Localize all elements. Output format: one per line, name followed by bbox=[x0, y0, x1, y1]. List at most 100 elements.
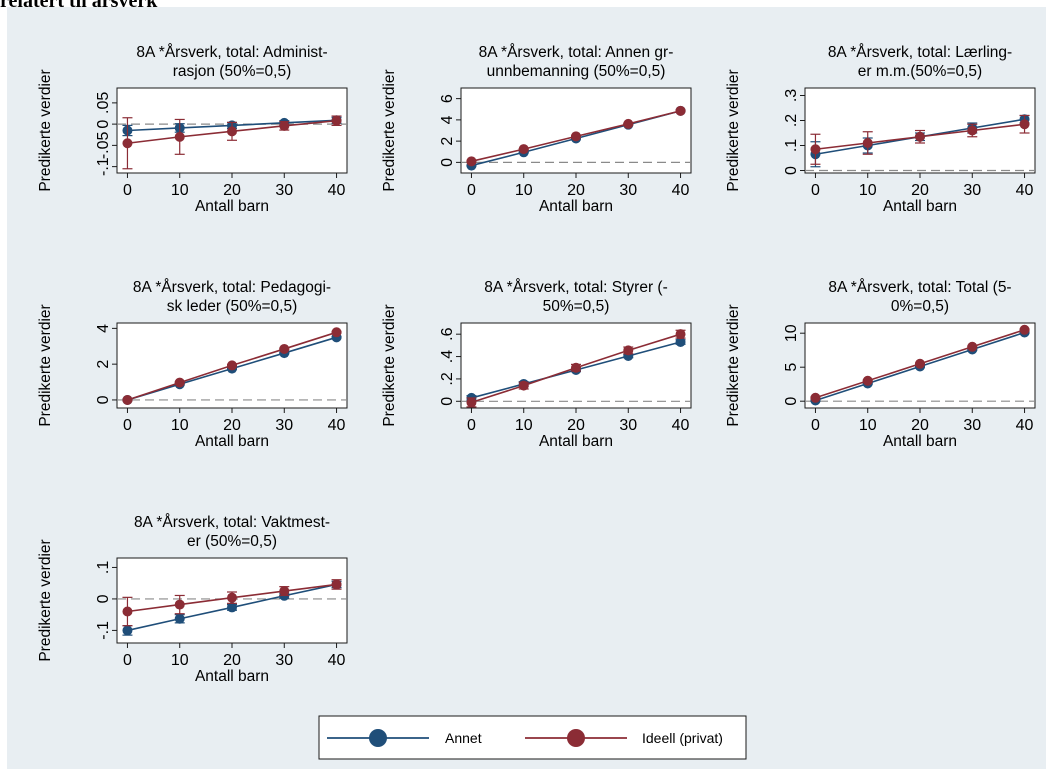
y-axis-title: Predikerte verdier bbox=[37, 69, 54, 191]
data-point bbox=[862, 138, 873, 148]
data-point bbox=[518, 380, 529, 391]
data-point bbox=[227, 126, 237, 137]
x-tick-label: 10 bbox=[859, 417, 877, 434]
x-tick-label: 10 bbox=[171, 652, 189, 669]
chart-panel-7: 8A *Årsverk, total: Vaktmest-er (50%=0,5… bbox=[37, 514, 348, 685]
chart-title-line: 8A *Årsverk, total: Lærling- bbox=[828, 44, 1012, 61]
data-point bbox=[623, 345, 634, 356]
x-tick-label: 10 bbox=[515, 417, 533, 434]
y-axis-title: Predikerte verdier bbox=[725, 69, 742, 191]
data-point bbox=[279, 120, 290, 131]
x-tick-label: 0 bbox=[467, 182, 476, 199]
data-point bbox=[571, 362, 581, 373]
data-point bbox=[331, 115, 342, 126]
x-tick-label: 40 bbox=[672, 182, 690, 199]
x-tick-label: 20 bbox=[911, 417, 929, 434]
chart-panel-5: 8A *Årsverk, total: Styrer (- 50%=0,5) 0 .2… bbox=[381, 279, 692, 450]
data-point bbox=[279, 343, 290, 354]
y-tick-label: .1 bbox=[783, 139, 800, 152]
chart-panel-1: 8A *Årsverk, total: Administ-rasjon (50%… bbox=[37, 44, 348, 215]
y-tick-label: -.1 bbox=[95, 157, 112, 176]
y-tick-label: .1 bbox=[95, 561, 112, 574]
x-tick-label: 20 bbox=[223, 417, 241, 434]
x-tick-label: 10 bbox=[859, 182, 877, 199]
chart-panel-4: 8A *Årsverk, total: Pedagogi-sk leder (5… bbox=[37, 279, 348, 450]
x-tick-label: 30 bbox=[963, 182, 981, 199]
data-point bbox=[967, 341, 978, 352]
series-ideell-privat bbox=[122, 579, 342, 627]
chart-title-line: 8A *Årsverk, total: Annen gr- bbox=[479, 44, 674, 61]
data-point bbox=[518, 144, 529, 155]
x-tick-label: 30 bbox=[619, 417, 637, 434]
series-ideell-privat bbox=[466, 329, 686, 408]
chart-title-line: 8A *Årsverk, total: Total (5- bbox=[828, 279, 1011, 296]
x-tick-label: 20 bbox=[911, 182, 929, 199]
figure-canvas: 8A *Årsverk, total: Administ-rasjon (50%… bbox=[7, 7, 1046, 769]
x-tick-label: 20 bbox=[223, 652, 241, 669]
data-point bbox=[862, 375, 873, 386]
x-axis-title: Antall barn bbox=[883, 433, 957, 450]
y-tick-label: 2 bbox=[439, 137, 456, 146]
data-point bbox=[466, 156, 477, 167]
data-point bbox=[675, 329, 686, 340]
x-tick-label: 0 bbox=[123, 182, 132, 199]
chart-panel-3: 8A *Årsverk, total: Lærling-er m.m.(50%=… bbox=[725, 44, 1036, 215]
data-point bbox=[122, 625, 133, 636]
y-tick-label: 4 bbox=[439, 115, 456, 124]
x-axis-title: Antall barn bbox=[883, 198, 957, 215]
x-tick-label: 40 bbox=[328, 182, 346, 199]
y-tick-label: 0 bbox=[783, 166, 800, 175]
x-tick-label: 10 bbox=[171, 417, 189, 434]
data-point bbox=[675, 105, 686, 116]
y-tick-label: 0 bbox=[439, 158, 456, 167]
y-axis-title: Predikerte verdier bbox=[725, 304, 742, 426]
data-point bbox=[227, 360, 237, 371]
y-tick-label: 10 bbox=[783, 324, 800, 342]
chart-title-line: 8A *Årsverk, total: Pedagogi- bbox=[133, 279, 331, 296]
data-point bbox=[331, 327, 342, 338]
y-tick-label: .2 bbox=[439, 372, 456, 385]
chart-title-line: er m.m.(50%=0,5) bbox=[858, 63, 982, 80]
data-point bbox=[227, 592, 237, 603]
chart-title-line: 8A *Årsverk, total: Styrer (- bbox=[484, 279, 667, 296]
legend-label: Ideell (privat) bbox=[642, 730, 723, 746]
x-tick-label: 40 bbox=[1016, 417, 1034, 434]
x-tick-label: 30 bbox=[963, 417, 981, 434]
data-point bbox=[174, 131, 185, 142]
data-point bbox=[915, 131, 925, 142]
data-point bbox=[810, 144, 821, 155]
chart-panel-6: 8A *Årsverk, total: Total (5- 0%=0,5) 0 5 10… bbox=[725, 279, 1036, 450]
x-tick-label: 10 bbox=[515, 182, 533, 199]
data-point bbox=[279, 586, 290, 597]
data-point bbox=[571, 131, 581, 142]
x-tick-label: 30 bbox=[275, 417, 293, 434]
y-tick-label: 6 bbox=[439, 94, 456, 103]
series-ideell-privat bbox=[122, 115, 342, 170]
y-tick-label: 0 bbox=[439, 397, 456, 406]
x-tick-label: 20 bbox=[223, 182, 241, 199]
y-tick-label: 4 bbox=[95, 324, 112, 333]
y-tick-label: 2 bbox=[95, 360, 112, 369]
x-axis-title: Antall barn bbox=[195, 433, 269, 450]
chart-title-line: 50%=0,5) bbox=[543, 298, 610, 315]
data-point bbox=[174, 613, 185, 624]
x-tick-label: 0 bbox=[123, 417, 132, 434]
data-point bbox=[122, 606, 133, 617]
x-tick-label: 30 bbox=[619, 182, 637, 199]
y-axis-title: Predikerte verdier bbox=[381, 69, 398, 191]
x-tick-label: 30 bbox=[275, 652, 293, 669]
chart-grid: 8A *Årsverk, total: Administ-rasjon (50%… bbox=[37, 44, 1036, 760]
series-ideell-privat bbox=[810, 324, 1030, 403]
x-tick-label: 40 bbox=[1016, 182, 1034, 199]
x-tick-label: 0 bbox=[123, 652, 132, 669]
legend-label: Annet bbox=[445, 730, 482, 746]
data-point bbox=[122, 394, 133, 405]
chart-title-line: 8A *Årsverk, total: Administ- bbox=[136, 44, 327, 61]
x-tick-label: 40 bbox=[328, 652, 346, 669]
x-tick-label: 0 bbox=[811, 417, 820, 434]
chart-title-line: er (50%=0,5) bbox=[187, 533, 277, 550]
data-point bbox=[331, 579, 342, 590]
x-axis-title: Antall barn bbox=[195, 668, 269, 685]
chart-title-line: 0%=0,5) bbox=[891, 298, 949, 315]
data-point bbox=[466, 397, 477, 408]
